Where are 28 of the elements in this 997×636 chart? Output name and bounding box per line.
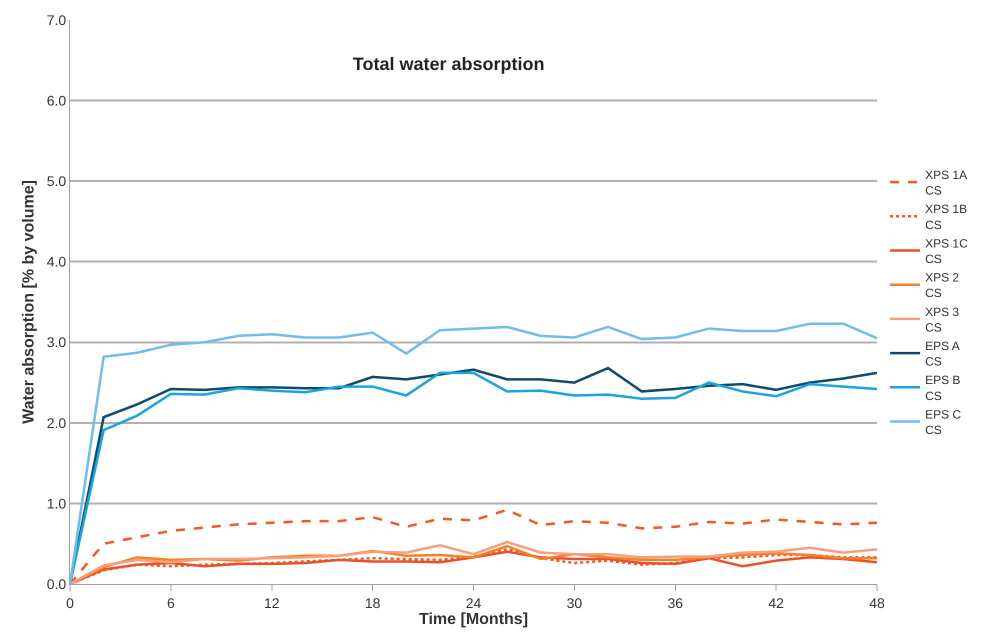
legend-label: XPS 1A CS [925,168,968,198]
y-tick-label: 2.0 [46,414,66,431]
legend-label: XPS 1B CS [925,202,968,232]
legend-label: XPS 3 CS [925,304,960,334]
legend-label: EPS C CS [925,407,962,437]
x-tick-label: 36 [667,594,684,611]
y-tick-label: 5.0 [46,173,66,190]
y-tick-label: 6.0 [46,92,66,108]
x-tick-label: 42 [768,594,784,611]
x-tick-label: 0 [66,594,74,611]
x-tick-label: 30 [566,594,582,611]
legend-label: EPS A CS [925,338,960,369]
y-tick-label: 3.0 [46,334,66,350]
x-tick-label: 24 [466,594,482,611]
x-tick-label: 6 [166,594,175,611]
legend-label: XPS 1C CS [925,236,968,266]
y-axis-title: Water absorption [% by volume] [20,180,38,424]
x-tick-label: 12 [264,594,280,611]
text: Total water absorption [352,54,544,74]
x-axis-title: Time [Months] [418,610,528,628]
y-tick-label: 1.0 [46,495,66,512]
legend-label: XPS 2 CS [925,270,960,300]
y-tick-label: 7.0 [46,12,66,28]
x-tick-label: 18 [364,594,381,611]
x-tick-label: 48 [869,594,885,611]
y-tick-label: 4.0 [46,254,66,270]
y-tick-label: 0.0 [46,576,66,592]
legend-label: EPS B CS [925,373,960,403]
